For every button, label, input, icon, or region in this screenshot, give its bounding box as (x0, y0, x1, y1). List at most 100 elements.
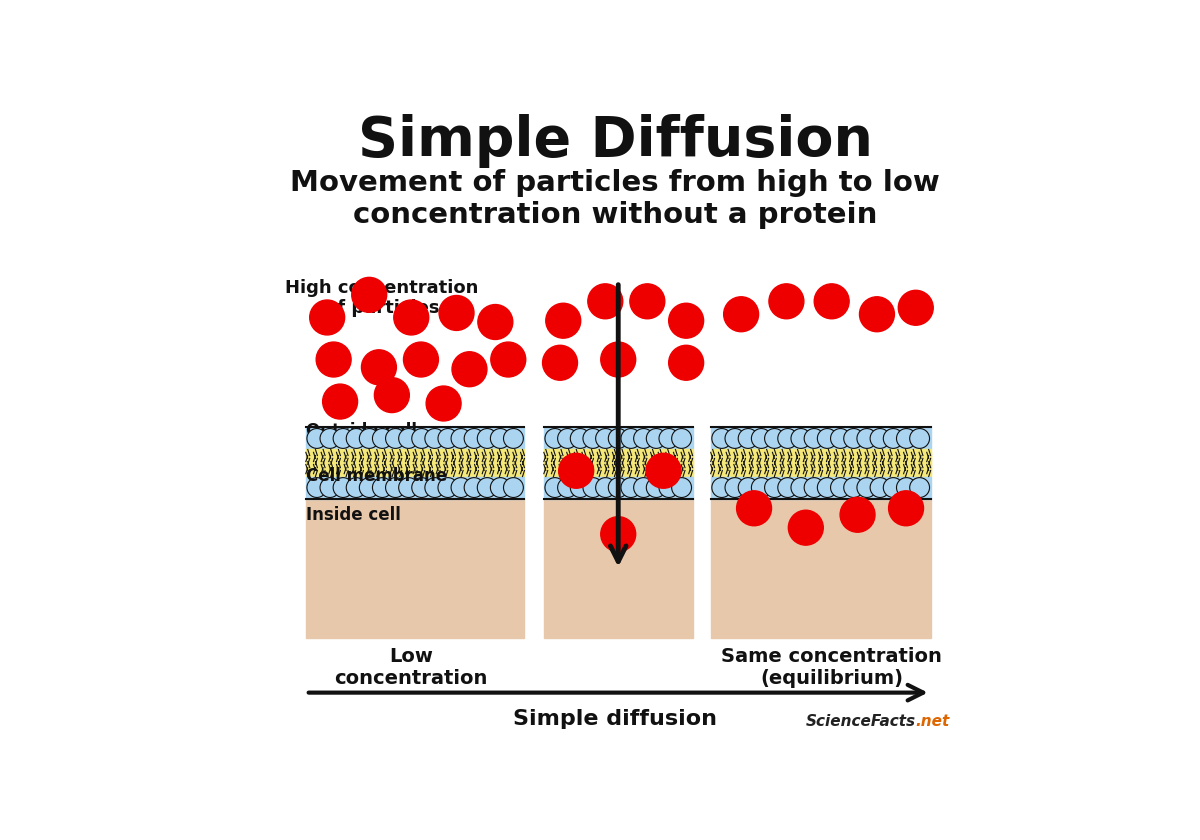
Circle shape (385, 428, 406, 449)
Circle shape (451, 478, 470, 497)
Circle shape (769, 284, 804, 318)
Text: Outside cell: Outside cell (306, 422, 416, 439)
Circle shape (504, 428, 523, 449)
Circle shape (545, 428, 565, 449)
Circle shape (412, 478, 432, 497)
Circle shape (737, 491, 772, 526)
Text: Low
concentration: Low concentration (335, 648, 488, 688)
Bar (544, 499, 692, 638)
Circle shape (320, 478, 340, 497)
Circle shape (361, 349, 396, 385)
Circle shape (896, 428, 917, 449)
Bar (544, 452, 692, 476)
Circle shape (347, 428, 366, 449)
Text: High concentration
of particles: High concentration of particles (286, 279, 479, 318)
Circle shape (601, 342, 636, 377)
Circle shape (788, 510, 823, 545)
Circle shape (478, 478, 497, 497)
Circle shape (451, 428, 470, 449)
Circle shape (403, 342, 438, 377)
Circle shape (778, 428, 798, 449)
Circle shape (398, 478, 419, 497)
Circle shape (630, 284, 665, 318)
Circle shape (634, 478, 654, 497)
Circle shape (817, 478, 838, 497)
Circle shape (883, 428, 904, 449)
Circle shape (712, 428, 732, 449)
Bar (306, 452, 524, 476)
Circle shape (725, 428, 745, 449)
Circle shape (320, 428, 340, 449)
Circle shape (588, 284, 623, 318)
Circle shape (804, 478, 824, 497)
Circle shape (398, 428, 419, 449)
Circle shape (464, 478, 484, 497)
Circle shape (620, 478, 641, 497)
Circle shape (608, 428, 628, 449)
Circle shape (583, 478, 602, 497)
Circle shape (307, 428, 326, 449)
Circle shape (425, 478, 445, 497)
Bar (544, 428, 692, 449)
Circle shape (751, 478, 772, 497)
Bar (710, 499, 931, 638)
Circle shape (659, 478, 679, 497)
Circle shape (791, 478, 811, 497)
Circle shape (751, 428, 772, 449)
Circle shape (647, 478, 666, 497)
Circle shape (738, 478, 758, 497)
Circle shape (896, 478, 917, 497)
Circle shape (438, 428, 458, 449)
Bar (544, 449, 692, 474)
Circle shape (316, 342, 352, 377)
Circle shape (372, 428, 392, 449)
Circle shape (570, 478, 590, 497)
Circle shape (601, 517, 636, 552)
Circle shape (374, 378, 409, 412)
Circle shape (668, 345, 703, 381)
Circle shape (307, 478, 326, 497)
Circle shape (815, 284, 850, 318)
Circle shape (439, 296, 474, 330)
Bar (710, 452, 931, 476)
Circle shape (546, 303, 581, 339)
Circle shape (372, 478, 392, 497)
Circle shape (859, 297, 894, 332)
Bar (306, 476, 524, 499)
Circle shape (764, 478, 785, 497)
Circle shape (558, 428, 577, 449)
Circle shape (426, 386, 461, 421)
Circle shape (844, 428, 864, 449)
Circle shape (478, 428, 497, 449)
Circle shape (672, 428, 691, 449)
Text: .net: .net (916, 715, 950, 729)
Bar (306, 428, 524, 449)
Circle shape (359, 478, 379, 497)
Bar (306, 449, 524, 474)
Circle shape (359, 428, 379, 449)
Circle shape (899, 291, 934, 325)
Circle shape (412, 428, 432, 449)
Circle shape (478, 305, 512, 339)
Text: ScienceFacts: ScienceFacts (805, 715, 916, 729)
Circle shape (545, 478, 565, 497)
Circle shape (438, 478, 458, 497)
Circle shape (542, 345, 577, 381)
Circle shape (791, 428, 811, 449)
Circle shape (844, 478, 864, 497)
Circle shape (725, 478, 745, 497)
Circle shape (334, 478, 353, 497)
Text: Same concentration
(equilibrium): Same concentration (equilibrium) (721, 648, 942, 688)
Circle shape (668, 303, 703, 339)
Circle shape (620, 428, 641, 449)
Circle shape (394, 300, 428, 335)
Circle shape (491, 342, 526, 377)
Bar (710, 449, 931, 474)
Circle shape (491, 428, 510, 449)
Circle shape (559, 454, 594, 488)
Circle shape (425, 428, 445, 449)
Circle shape (910, 428, 930, 449)
Circle shape (310, 300, 344, 335)
Circle shape (857, 428, 877, 449)
Circle shape (910, 478, 930, 497)
